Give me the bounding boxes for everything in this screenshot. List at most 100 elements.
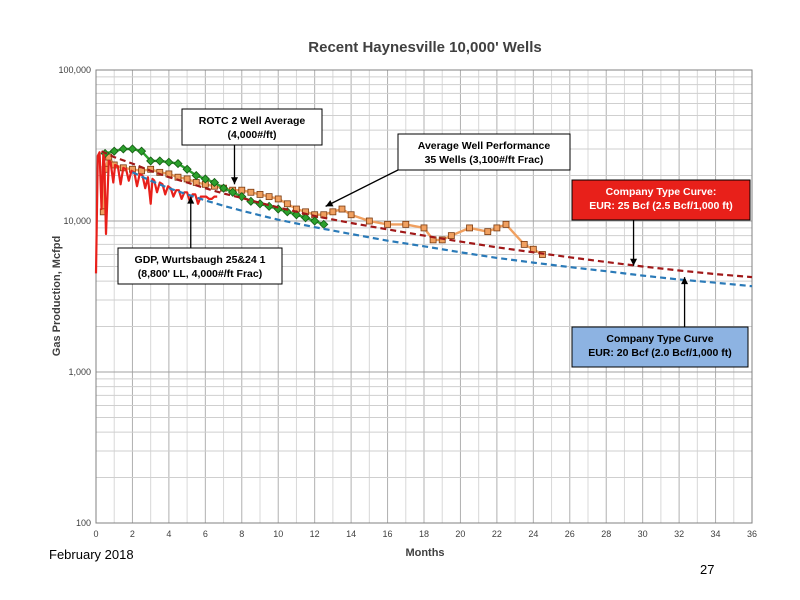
callout-text: GDP, Wurtsbaugh 25&24 1 [135,254,266,266]
data-point-avg35 [447,232,455,240]
callout-text: EUR: 20 Bcf (2.0 Bcf/1,000 ft) [588,347,732,359]
data-point-avg35 [402,220,410,228]
data-point-rotc [109,146,119,156]
x-tick-label: 10 [273,529,283,539]
chart-title: Recent Haynesville 10,000' Wells [308,39,541,56]
x-tick-label: 32 [674,529,684,539]
callout-arrow-head [187,196,195,204]
callout-rotc: ROTC 2 Well Average (4,000#/ft) [181,108,323,185]
y-tick-label: 10,000 [63,216,91,226]
data-point-rotc [310,216,320,226]
data-point-avg35 [502,220,510,228]
x-tick-label: 24 [528,529,538,539]
callout-tc25: Company Type Curve: EUR: 25 Bcf (2.5 Bcf/… [571,179,751,266]
callout-box [117,247,283,285]
callout-text: (4,000#/ft) [227,129,276,141]
footer-date: February 2018 [49,547,134,562]
data-point-avg35 [420,224,428,232]
data-point-rotc [291,210,302,220]
x-tick-label: 16 [383,529,393,539]
callout-gdp: GDP, Wurtsbaugh 25&24 1 (8,800' LL, 4,000… [117,196,283,285]
data-point-rotc [228,187,238,197]
data-point-rotc [218,183,229,193]
production-chart: Recent Haynesville 10,000' Wells 0 2 4 6 8 10… [51,39,757,559]
x-tick-label: 0 [93,529,98,539]
callout-text: (8,800' LL, 4,000#/ft Frac) [138,268,262,280]
data-point-rotc [127,144,138,154]
callout-text: 35 Wells (3,100#/ft Frac) [425,154,544,166]
plot-border [95,69,753,524]
data-point-rotc [173,159,183,169]
callout-text: Company Type Curve [606,333,713,345]
data-point-avg35 [283,200,291,208]
axis-ticks: 0 2 4 6 8 10 12 14 16 18 20 22 24 26 28 30 32 34 361001,00… [58,65,757,539]
callout-avg35: Average Well Performance 35 Wells (3,100#… [325,133,571,207]
callout-arrow-head [230,177,238,185]
x-tick-label: 6 [203,529,208,539]
page-number: 27 [700,562,715,577]
y-tick-label: 1,000 [68,367,91,377]
data-point-rotc [300,213,311,223]
x-tick-label: 14 [346,529,356,539]
data-point-avg35 [384,220,391,228]
callout-text: ROTC 2 Well Average [199,115,306,127]
data-point-avg35 [347,211,355,219]
y-axis-label: Gas Production, Mcfpd [51,236,63,356]
series-line-gdp [94,151,218,274]
data-point-avg35 [338,205,346,213]
data-point-avg35 [329,208,337,216]
y-tick-label: 100 [76,518,91,528]
x-tick-label: 22 [492,529,502,539]
data-point-rotc [155,156,165,166]
data-point-avg35 [274,195,282,203]
data-point-avg35 [265,193,273,201]
x-tick-label: 2 [130,529,135,539]
data-point-rotc [209,177,220,188]
data-point-rotc [164,157,174,167]
callout-text: Average Well Performance [418,140,551,152]
data-point-avg35 [365,217,373,225]
x-tick-label: 8 [239,529,244,539]
data-point-avg35 [183,175,191,183]
callout-arrow-head [681,277,689,285]
x-tick-label: 20 [455,529,465,539]
callout-text: Company Type Curve: [606,186,717,198]
data-point-avg35 [147,165,155,173]
callout-box [571,326,749,368]
x-tick-label: 4 [166,529,171,539]
x-tick-label: 30 [638,529,648,539]
series-line-tc20 [131,171,753,288]
x-tick-label: 12 [310,529,320,539]
callout-box [181,108,323,146]
callout-box [571,179,751,221]
series-line-tc25 [101,150,753,279]
data-point-rotc [118,144,128,154]
x-tick-label: 28 [601,529,611,539]
data-point-rotc [191,170,201,181]
data-point-avg35 [256,191,264,198]
data-point-avg35 [484,228,492,236]
callout-tc20: Company Type Curve EUR: 20 Bcf (2.0 Bcf/1… [571,277,749,368]
callouts: ROTC 2 Well Average (4,000#/ft) Average We… [117,108,751,368]
y-tick-label: 100,000 [58,65,91,75]
x-tick-label: 26 [565,529,575,539]
callout-arrow-line [325,169,399,207]
callout-arrow-head [325,200,334,207]
data-point-avg35 [466,224,473,232]
callout-box [397,133,571,171]
x-tick-label: 18 [419,529,429,539]
callout-arrow-head [630,258,638,266]
x-tick-label: 36 [747,529,757,539]
data-point-avg35 [247,188,255,196]
data-series [94,144,753,288]
data-point-rotc [146,156,156,166]
data-point-avg35 [493,224,501,232]
x-axis-label: Months [405,547,444,559]
data-point-avg35 [165,170,173,178]
x-tick-label: 34 [711,529,721,539]
data-point-rotc [136,146,147,156]
callout-text: EUR: 25 Bcf (2.5 Bcf/1,000 ft) [589,200,733,212]
data-point-rotc [200,174,210,184]
data-point-rotc [182,164,192,174]
data-point-avg35 [520,240,528,248]
